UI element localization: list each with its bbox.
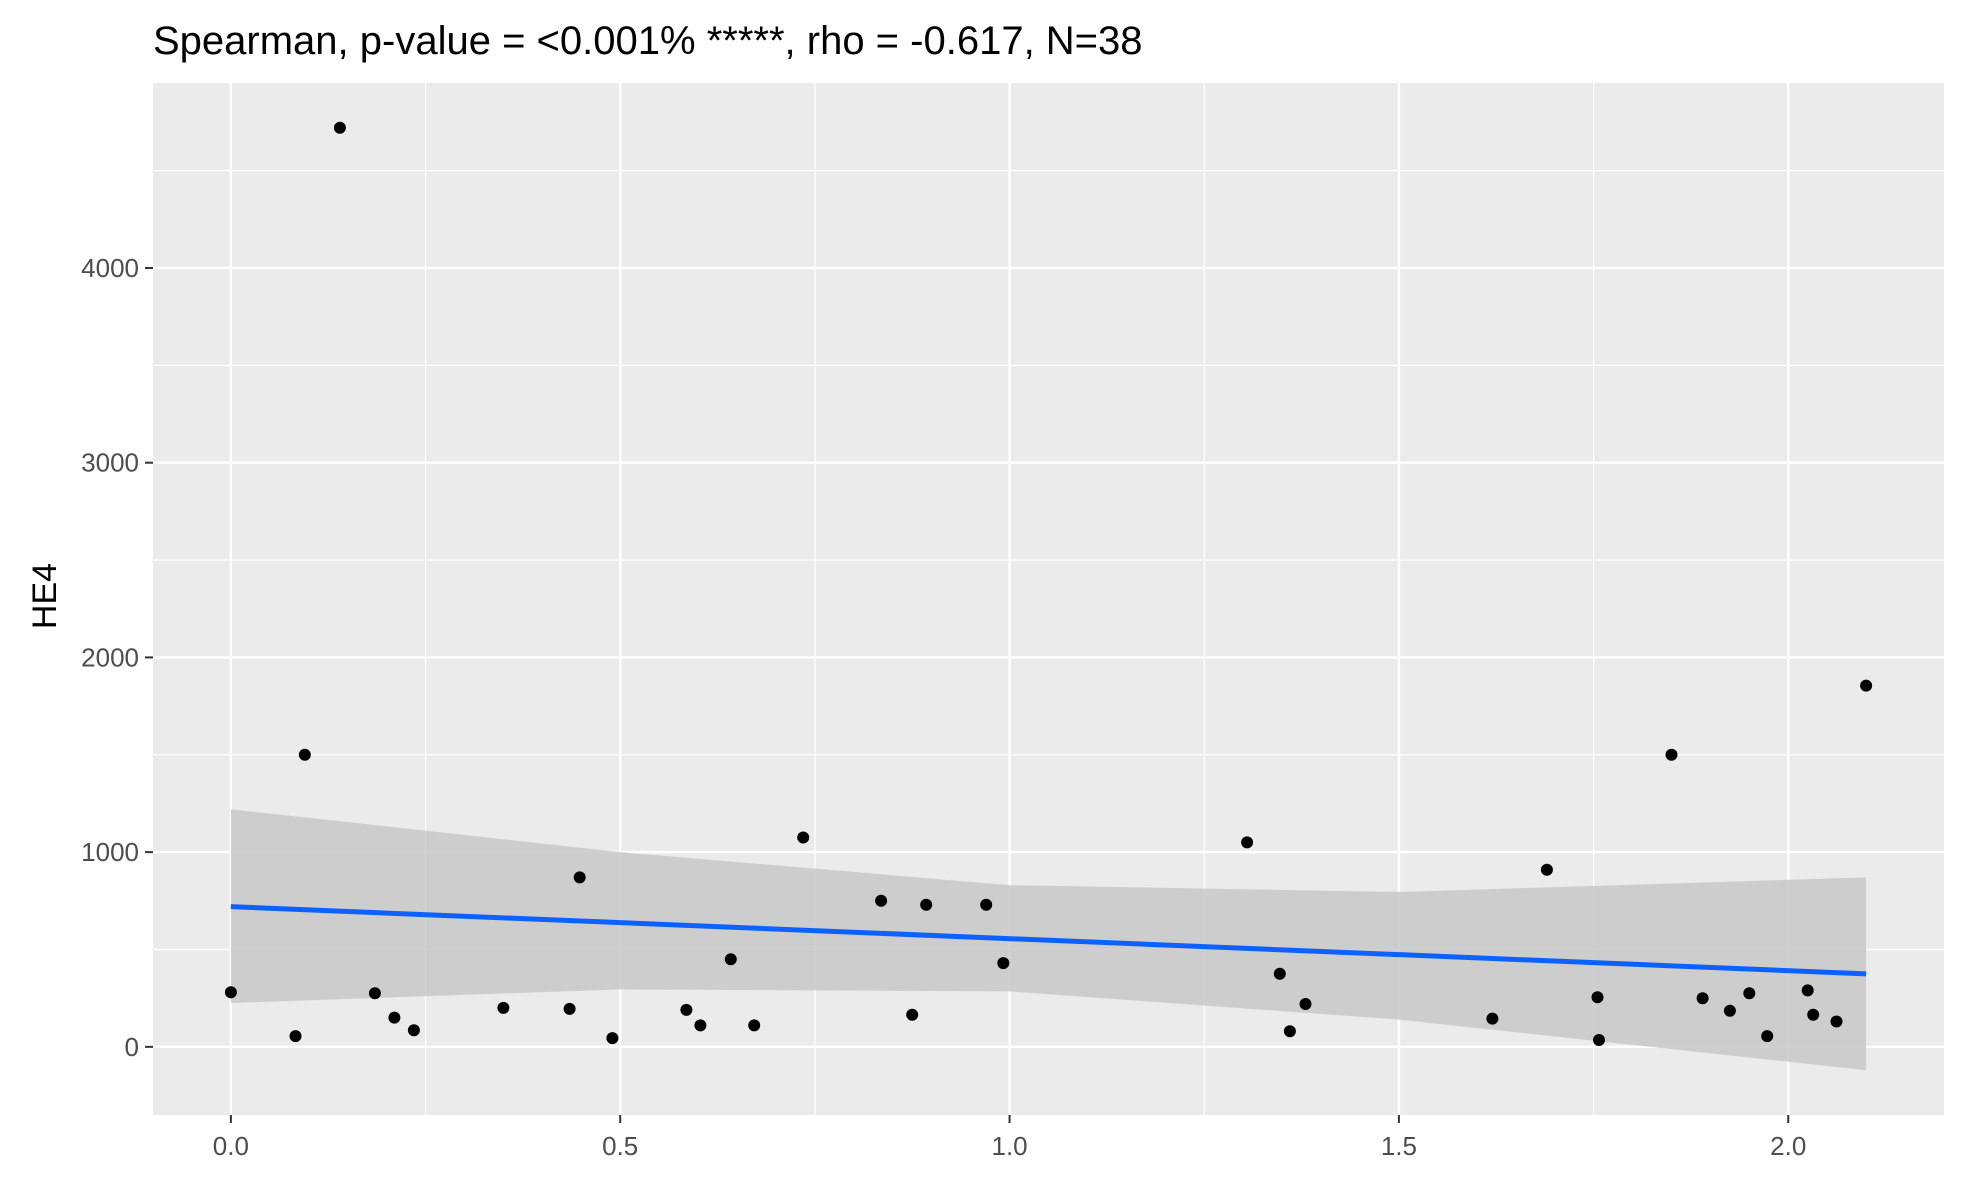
data-point <box>1299 998 1312 1010</box>
y-tick-label: 0 <box>125 1032 139 1062</box>
data-point <box>368 987 381 1000</box>
data-point <box>1807 1008 1820 1021</box>
data-point <box>407 1024 420 1037</box>
data-point <box>1696 992 1709 1005</box>
data-point <box>224 986 237 999</box>
data-point <box>1761 1030 1774 1043</box>
data-point <box>388 1011 401 1024</box>
data-point <box>1540 863 1553 876</box>
data-point <box>1283 1025 1296 1038</box>
data-point <box>289 1030 302 1043</box>
x-tick-label: 0.0 <box>213 1131 249 1161</box>
axis-ticks: 0 1000 2000 3000 4000 0.0 0.5 1.0 1.5 2.0 <box>81 253 1806 1161</box>
data-point <box>997 957 1010 970</box>
data-point <box>298 748 311 761</box>
data-point <box>1241 836 1254 849</box>
data-point <box>1593 1034 1605 1046</box>
data-point <box>1723 1004 1736 1017</box>
data-point <box>606 1032 619 1045</box>
data-point <box>724 953 737 966</box>
data-point <box>1665 748 1678 761</box>
data-point <box>694 1019 707 1032</box>
data-point <box>333 121 346 134</box>
data-point <box>497 1001 510 1014</box>
data-point <box>563 1002 576 1015</box>
data-point <box>875 894 888 907</box>
y-tick-label: 1000 <box>81 837 139 867</box>
data-point <box>748 1019 761 1032</box>
x-tick-label: 1.5 <box>1381 1131 1417 1161</box>
x-tick-label: 0.5 <box>602 1131 638 1161</box>
chart-title: Spearman, p-value = <0.001% *****, rho =… <box>153 19 1143 63</box>
data-point <box>1860 679 1873 692</box>
data-point <box>797 831 810 844</box>
data-point <box>906 1008 919 1021</box>
y-tick-label: 4000 <box>81 253 139 283</box>
data-point <box>1830 1015 1843 1028</box>
x-tick-label: 1.0 <box>991 1131 1027 1161</box>
data-point <box>573 871 586 884</box>
data-point <box>920 898 933 911</box>
y-axis-title: HE4 <box>26 563 64 629</box>
x-tick-label: 2.0 <box>1770 1131 1806 1161</box>
data-point <box>680 1003 693 1016</box>
data-point <box>1801 984 1814 997</box>
data-point <box>980 898 993 911</box>
data-point <box>1591 991 1604 1004</box>
regression-line <box>230 904 1867 977</box>
data-point <box>1743 987 1756 1000</box>
y-tick-label: 3000 <box>81 448 139 478</box>
data-point <box>1273 967 1286 980</box>
data-points <box>224 121 1873 1046</box>
y-tick-label: 2000 <box>81 642 139 672</box>
data-point <box>1486 1012 1499 1025</box>
